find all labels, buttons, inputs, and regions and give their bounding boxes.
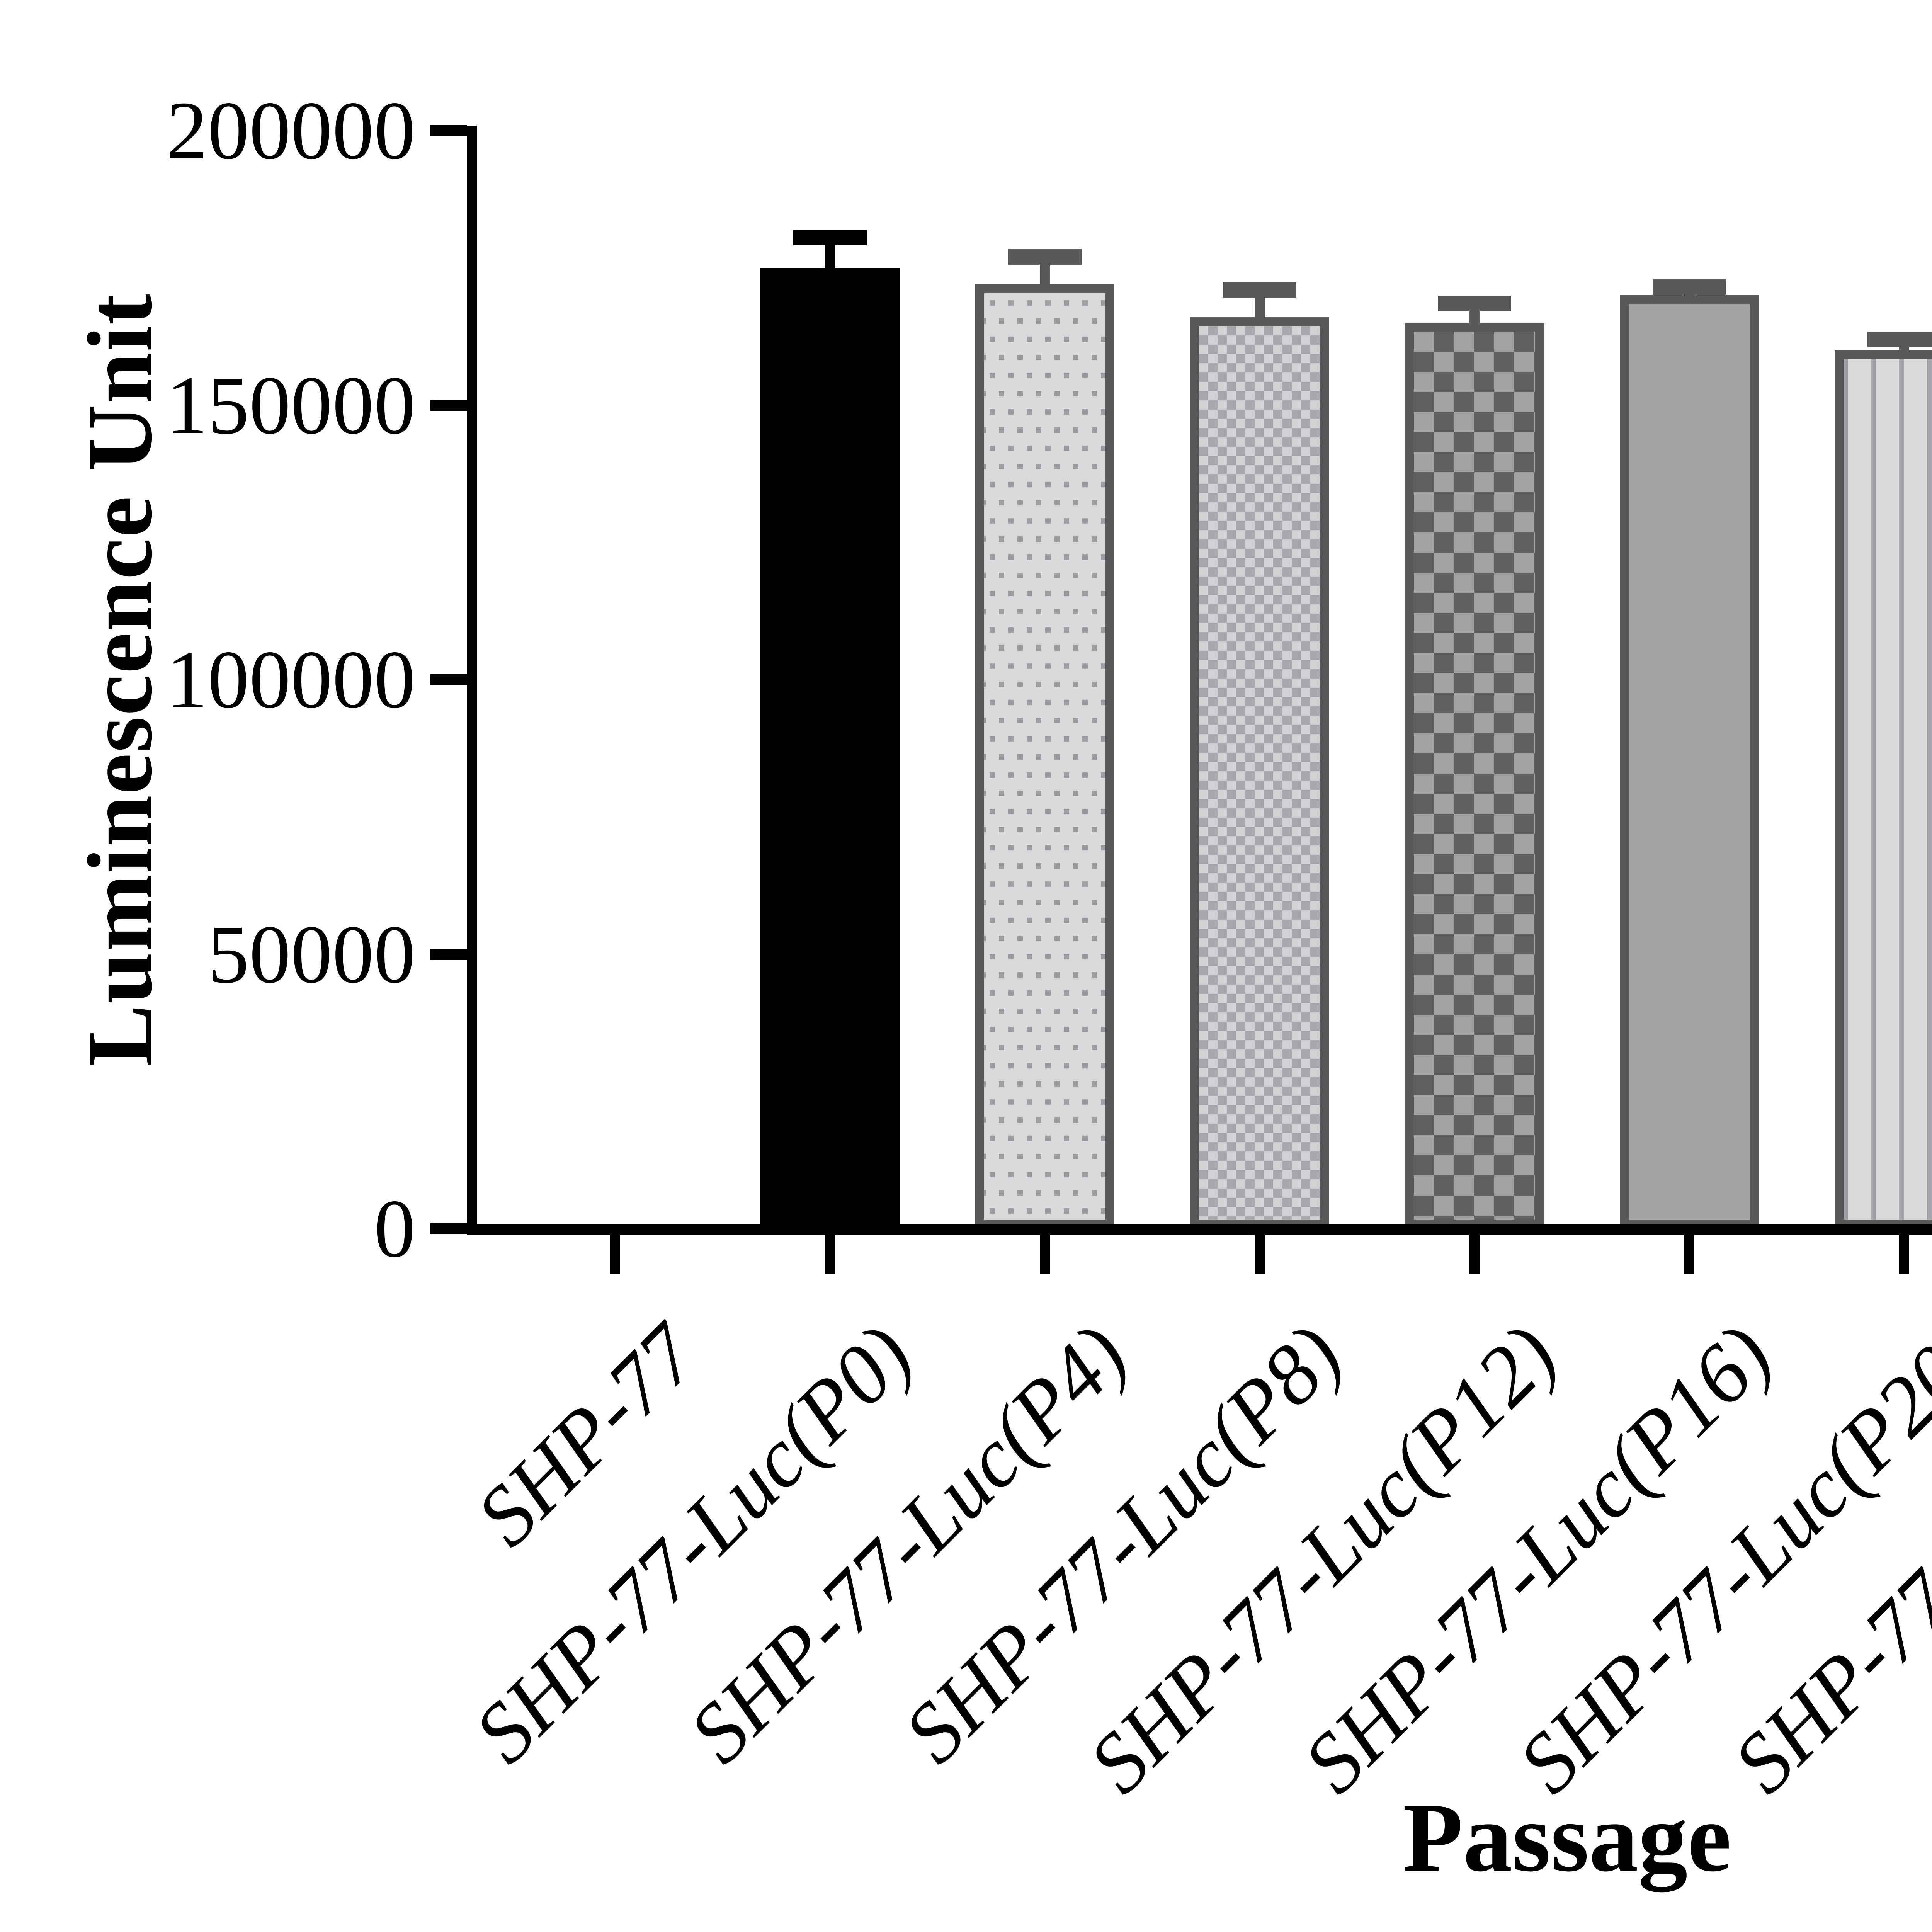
error-bar-cap <box>1653 279 1726 295</box>
x-axis-line <box>467 1224 1932 1235</box>
y-axis-line <box>467 126 477 1235</box>
x-axis-title: Passage <box>1403 1783 1731 1892</box>
error-bar-cap <box>1438 296 1511 311</box>
bar <box>760 268 900 1229</box>
y-tick <box>430 125 467 136</box>
x-tick <box>1255 1235 1265 1274</box>
error-bar-cap <box>1223 282 1296 298</box>
bar <box>1405 323 1544 1229</box>
error-bar-cap <box>1867 331 1932 347</box>
x-tick <box>1040 1235 1050 1274</box>
x-tick <box>825 1235 835 1274</box>
y-tick <box>430 400 467 411</box>
x-tick <box>610 1235 620 1274</box>
x-tick <box>1899 1235 1909 1274</box>
x-tick <box>1469 1235 1480 1274</box>
bar <box>1190 317 1329 1229</box>
bar <box>975 284 1114 1229</box>
y-tick <box>430 949 467 960</box>
bar <box>1620 295 1759 1229</box>
y-tick <box>430 674 467 685</box>
error-bar-cap <box>793 230 867 246</box>
bar <box>1835 350 1932 1229</box>
y-tick-label: 200000 <box>166 84 415 177</box>
x-tick <box>1684 1235 1694 1274</box>
y-tick-label: 0 <box>374 1182 416 1275</box>
y-tick-label: 100000 <box>166 633 415 726</box>
y-tick <box>430 1223 467 1234</box>
y-tick-label: 150000 <box>166 359 415 451</box>
error-bar-cap <box>1008 249 1082 265</box>
y-tick-label: 50000 <box>207 908 416 1000</box>
